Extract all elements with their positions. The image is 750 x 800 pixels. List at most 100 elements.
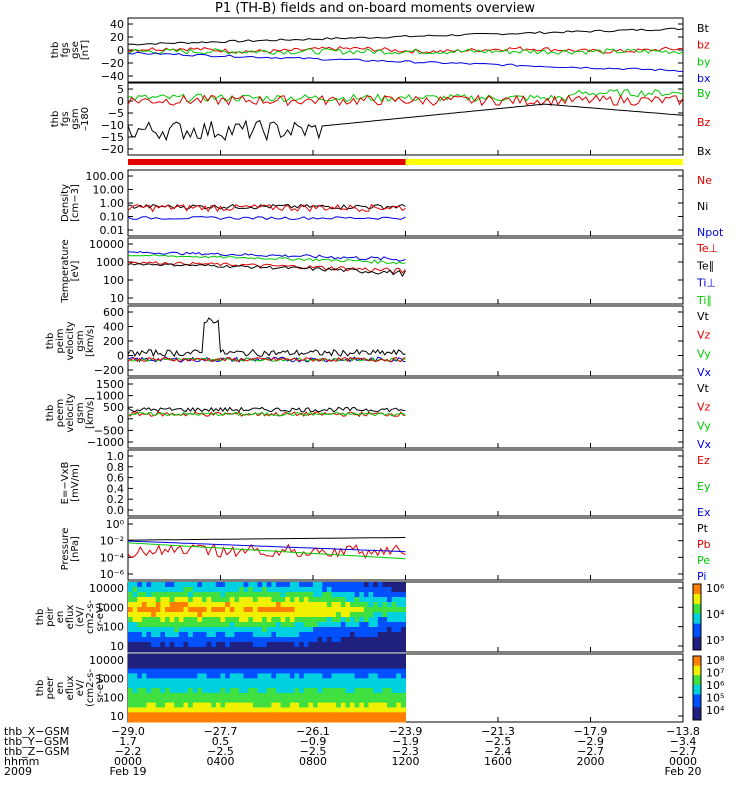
spectro-cell: [280, 647, 286, 653]
spectro-cell: [239, 587, 245, 593]
spectro-cell: [276, 673, 282, 679]
spectro-cell: [345, 683, 351, 689]
spectro-cell: [220, 637, 226, 643]
spectro-cell: [363, 663, 369, 670]
spectro-cell: [137, 632, 143, 638]
spectro-cell: [137, 688, 143, 694]
spectro-cell: [151, 663, 157, 670]
spectro-cell: [137, 692, 143, 699]
spectro-cell: [234, 642, 240, 648]
spectro-cell: [368, 692, 374, 699]
spectro-cell: [137, 637, 143, 643]
spectro-cell: [303, 712, 309, 718]
spectro-cell: [151, 668, 157, 674]
spectro-cell: [178, 688, 184, 694]
colorbar-label: 10⁴: [706, 608, 725, 621]
spectro-cell: [363, 678, 369, 684]
spectro-cell: [252, 673, 258, 679]
spectro-cell: [243, 637, 249, 643]
series-Bt: [127, 27, 684, 46]
spectro-cell: [368, 627, 374, 633]
spectro-cell: [391, 612, 397, 618]
ytick-label: 10000: [89, 238, 124, 251]
spectro-cell: [165, 683, 171, 689]
ytick-label: 10⁻⁶: [100, 568, 125, 581]
spectro-cell: [354, 668, 360, 674]
spectro-cell: [313, 654, 319, 660]
spectro-cell: [266, 632, 272, 638]
spectro-cell: [183, 612, 189, 618]
spectro-cell: [345, 582, 351, 588]
spectro-cell: [248, 597, 254, 603]
colorbar-cell: [693, 681, 701, 686]
spectro-cell: [151, 717, 157, 723]
colorbar-cell: [693, 587, 701, 592]
legend-Bz: Bz: [697, 116, 711, 129]
spectro-cell: [387, 658, 393, 665]
spectro-cell: [202, 658, 208, 665]
spectro-cell: [169, 642, 175, 648]
spectro-cell: [220, 712, 226, 718]
spectro-cell: [169, 707, 175, 713]
spectro-cell: [229, 688, 235, 694]
spectro-cell: [141, 597, 147, 603]
spectro-cell: [197, 602, 203, 608]
spectro-cell: [373, 654, 379, 660]
spectro-cell: [248, 692, 254, 699]
spectro-cell: [336, 707, 342, 713]
spectro-cell: [151, 702, 157, 708]
spectro-cell: [243, 642, 249, 648]
ylabel-line: eV/: [75, 679, 86, 696]
spectro-cell: [266, 612, 272, 618]
spectro-cell: [132, 692, 138, 699]
spectro-cell: [225, 702, 231, 708]
spectro-cell: [178, 678, 184, 684]
orbit-value: 2000: [577, 755, 605, 768]
spectro-cell: [336, 612, 342, 618]
spectro-cell: [331, 582, 337, 588]
spectro-cell: [178, 632, 184, 638]
spectro-cell: [192, 617, 198, 623]
spectro-cell: [137, 622, 143, 628]
spectro-cell: [340, 582, 346, 588]
spectro-cell: [345, 668, 351, 674]
spectro-cell: [225, 654, 231, 660]
spectro-cell: [400, 617, 406, 623]
spectro-cell: [313, 592, 319, 598]
spectro-cell: [234, 607, 240, 613]
spectro-cell: [331, 702, 337, 708]
spectro-cell: [206, 637, 212, 643]
spectro-cell: [294, 622, 300, 628]
spectro-cell: [363, 712, 369, 718]
spectro-cell: [377, 697, 383, 704]
spectro-cell: [262, 663, 268, 670]
orbit-value: −2.7: [577, 745, 604, 758]
spectro-cell: [303, 688, 309, 694]
spectro-cell: [382, 663, 388, 670]
spectro-cell: [178, 683, 184, 689]
spectro-cell: [317, 637, 323, 643]
spectro-cell: [345, 647, 351, 653]
spectro-cell: [188, 632, 194, 638]
spectro-cell: [294, 683, 300, 689]
spectro-cell: [289, 668, 295, 674]
spectro-cell: [280, 632, 286, 638]
spectro-cell: [299, 597, 305, 603]
spectro-cell: [373, 607, 379, 613]
spectro-cell: [322, 654, 328, 660]
spectro-cell: [155, 712, 161, 718]
spectro-cell: [317, 654, 323, 660]
spectro-cell: [155, 607, 161, 613]
spectro-cell: [299, 702, 305, 708]
spectro-cell: [368, 697, 374, 704]
colorbar-label: 10⁶: [706, 679, 725, 692]
spectro-cell: [280, 612, 286, 618]
ylabel-fgs_gsm: thb fgs gsm –180: [50, 107, 91, 131]
ytick-label: 0.0: [107, 504, 125, 517]
spectro-cell: [211, 597, 217, 603]
spectro-cell: [359, 668, 365, 674]
spectro-cell: [211, 612, 217, 618]
spectro-cell: [363, 654, 369, 660]
spectro-cell: [276, 632, 282, 638]
spectro-cell: [202, 717, 208, 723]
